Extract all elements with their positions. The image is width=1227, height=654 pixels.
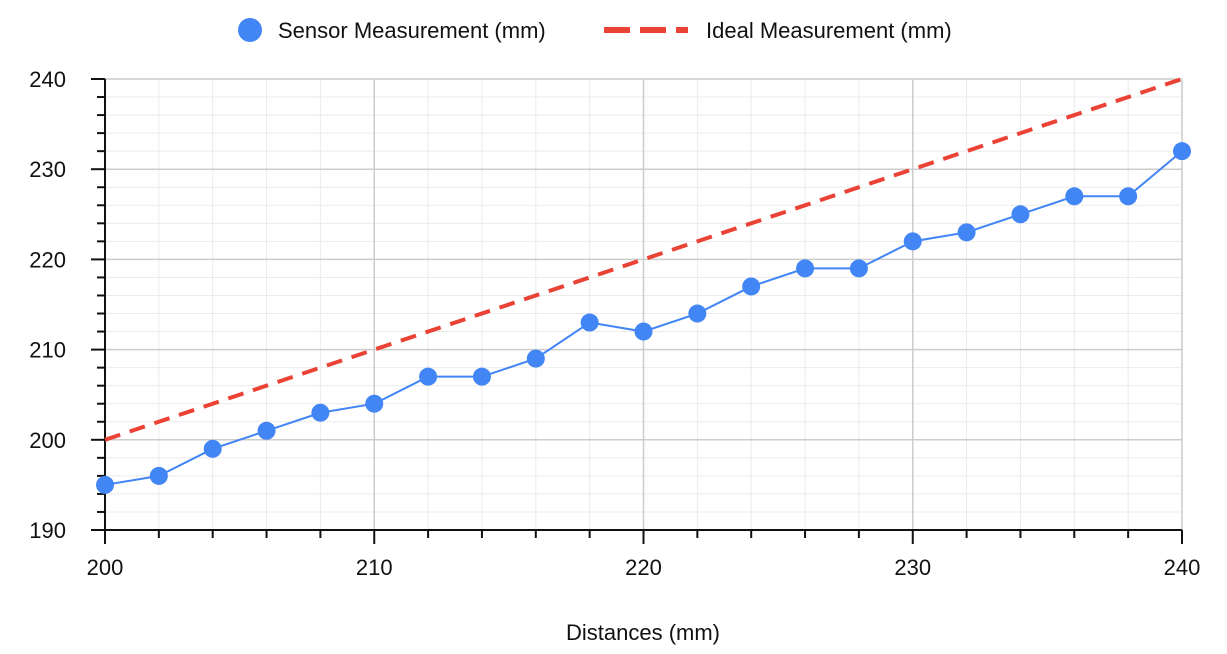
sensor-measurement-point[interactable] [149,466,168,485]
x-tick-label: 240 [1164,555,1201,580]
y-tick-label: 240 [29,67,66,92]
x-axis-title: Distances (mm) [566,620,720,645]
sensor-measurement-point[interactable] [257,421,276,440]
legend: Sensor Measurement (mm) Ideal Measuremen… [238,18,952,43]
sensor-measurement-point[interactable] [796,259,815,278]
ideal-measurement-line [104,77,1183,442]
y-tick-label: 210 [29,338,66,363]
legend-label-sensor: Sensor Measurement (mm) [278,18,546,43]
sensor-measurement-point[interactable] [526,349,545,368]
y-tick-labels: 190 200 210 220 230 240 [29,67,66,543]
sensor-measurement-point[interactable] [96,475,114,494]
y-tick-label: 200 [29,428,66,453]
sensor-measurement-point[interactable] [365,394,384,413]
x-tick-label: 230 [894,555,931,580]
y-tick-label: 190 [29,518,66,543]
sensor-measurement-point[interactable] [1065,187,1084,206]
x-tick-label: 200 [87,555,124,580]
sensor-measurement-point[interactable] [849,259,868,278]
sensor-measurement-point[interactable] [957,223,976,242]
x-tick-label: 210 [356,555,393,580]
legend-item-sensor[interactable]: Sensor Measurement (mm) [238,18,546,43]
x-tick-label: 220 [625,555,662,580]
sensor-measurement-point[interactable] [688,304,707,323]
x-tick-labels: 200 210 220 230 240 [87,555,1201,580]
y-tick-label: 220 [29,247,66,272]
legend-item-ideal[interactable]: Ideal Measurement (mm) [604,18,952,43]
sensor-measurement-point[interactable] [1119,187,1138,206]
y-tick-label: 230 [29,157,66,182]
sensor-measurement-point[interactable] [419,367,438,386]
sensor-measurement-point[interactable] [1011,205,1030,224]
sensor-measurement-point[interactable] [903,232,922,251]
series-layer [96,77,1191,494]
sensor-measurement-point[interactable] [634,322,653,341]
sensor-measurement-point[interactable] [1173,142,1191,161]
sensor-measurement-point[interactable] [472,367,491,386]
sensor-measurement-point[interactable] [311,403,330,422]
minor-gridlines [105,79,1182,530]
sensor-measurement-point[interactable] [742,277,761,296]
legend-label-ideal: Ideal Measurement (mm) [706,18,952,43]
major-gridlines [105,78,1183,530]
sensor-measurement-point[interactable] [580,313,599,332]
legend-marker-sensor [238,18,262,42]
axes [91,78,1183,544]
sensor-measurement-point[interactable] [203,439,222,458]
